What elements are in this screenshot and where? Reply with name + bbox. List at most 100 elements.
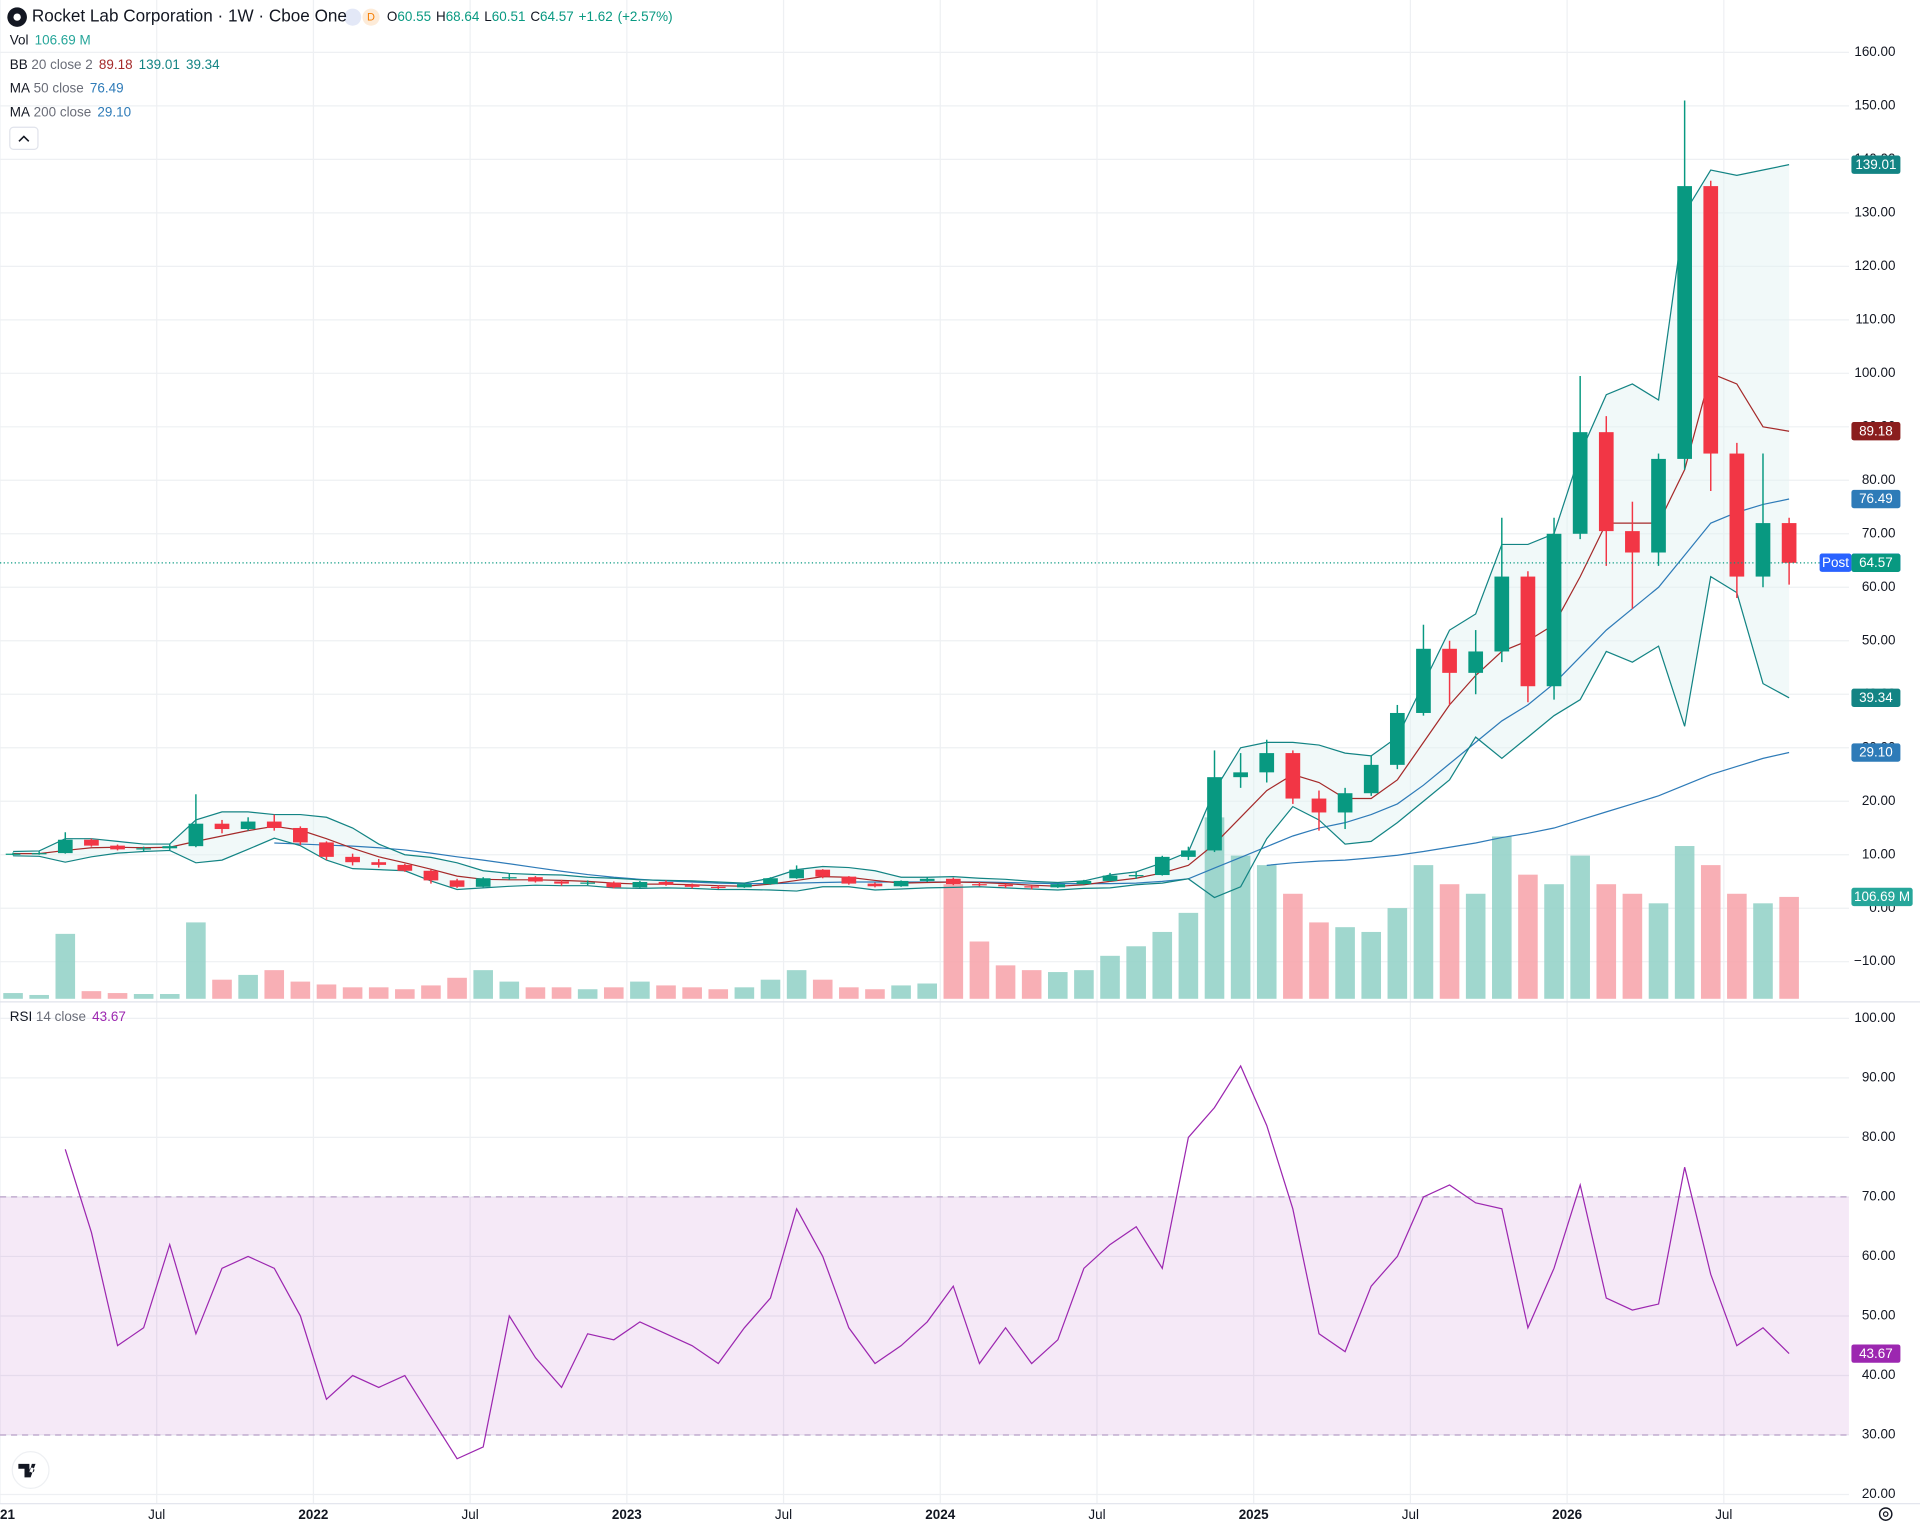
volume-bar — [630, 981, 650, 999]
volume-bar — [395, 989, 415, 999]
candle-body — [1207, 777, 1222, 851]
price-badge-label: 106.69 M — [1854, 889, 1910, 904]
volume-bar — [1413, 865, 1434, 999]
legend-name: RSI — [10, 1009, 32, 1024]
volume-bar — [577, 989, 598, 999]
candle-body — [893, 880, 909, 887]
volume-bar — [133, 994, 154, 999]
volume-bar — [1335, 927, 1355, 999]
indicator-legend: MA 50 close 76.49 — [10, 80, 124, 95]
volume-bar — [865, 989, 885, 999]
price-badge — [1851, 1344, 1901, 1363]
volume-bar — [656, 985, 676, 999]
volume-bar — [760, 979, 781, 999]
candle-body — [1259, 753, 1275, 773]
volume-bar — [1779, 896, 1799, 999]
ohlc-value: 64.57 — [540, 9, 574, 24]
volume-bar — [891, 985, 911, 999]
candle-body — [84, 839, 99, 846]
price-tick-label: 10.00 — [1862, 846, 1896, 861]
ohlc-key: L — [484, 9, 492, 24]
candle-body — [1572, 432, 1588, 534]
candle-body — [1651, 458, 1666, 553]
candle-body — [110, 845, 125, 850]
candle-body — [789, 869, 804, 879]
volume-bar — [3, 993, 23, 999]
time-tick-label: 2021 — [0, 1507, 15, 1522]
price-badge-label: 29.10 — [1859, 745, 1893, 760]
time-tick-label: 2026 — [1552, 1507, 1582, 1522]
time-tick-label: Jul — [148, 1507, 165, 1522]
post-tag-label: Post — [1822, 555, 1849, 570]
candle-body — [345, 856, 360, 863]
candle-body — [1729, 453, 1745, 577]
price-tick-label: 60.00 — [1862, 579, 1896, 594]
candle-body — [1050, 884, 1066, 888]
volume-bar — [969, 941, 990, 999]
candle-body — [1311, 798, 1327, 813]
volume-bar — [1596, 884, 1617, 999]
volume-bar — [525, 987, 546, 999]
time-tick-label: 2025 — [1239, 1507, 1269, 1522]
candle-body — [5, 853, 21, 855]
ma50-line — [274, 498, 1790, 885]
time-tick-label: Jul — [1402, 1507, 1419, 1522]
collapse-button[interactable] — [9, 126, 39, 150]
volume-bar — [786, 970, 807, 999]
legend-value: 76.49 — [90, 80, 124, 95]
time-tick-label: Jul — [1088, 1507, 1105, 1522]
price-tick-label: 50.00 — [1862, 632, 1896, 647]
candle-body — [136, 848, 151, 850]
price-badge-label: 139.01 — [1855, 157, 1896, 172]
volume-bar — [1387, 908, 1408, 999]
legend: D Rocket Lab Corporation · 1W · Cboe One… — [7, 6, 673, 1024]
price-tick-label: 130.00 — [1854, 204, 1895, 219]
candle-body — [1494, 576, 1510, 652]
price-badge-label: 64.57 — [1859, 555, 1893, 570]
price-tick-label: 160.00 — [1854, 44, 1895, 59]
time-tick-label: Jul — [462, 1507, 479, 1522]
legend-name: Vol — [10, 32, 29, 47]
post-tag — [1819, 553, 1852, 572]
bb-lower-line — [13, 575, 1790, 899]
volume-bar — [1439, 884, 1460, 999]
candle-body — [998, 884, 1013, 887]
candle-body — [841, 876, 857, 884]
volume-bar — [107, 993, 128, 999]
rsi-tick-label: 20.00 — [1862, 1486, 1896, 1501]
price-badge — [1851, 155, 1901, 174]
volume-bar — [1100, 955, 1120, 999]
volume-bar — [1622, 893, 1643, 999]
volume-bar — [1753, 903, 1773, 999]
candle-body — [1703, 186, 1719, 454]
price-badge-label: 39.34 — [1859, 690, 1893, 705]
candle-body — [475, 878, 491, 887]
axes: 160.00150.00140.00130.00120.00110.00100.… — [0, 44, 1913, 1522]
volume-bar — [212, 979, 232, 999]
candle-body — [1285, 753, 1301, 799]
rsi-tick-label: 100.00 — [1854, 1010, 1895, 1025]
candle-body — [1416, 648, 1431, 713]
candle-body — [423, 870, 439, 881]
volume-bar — [1152, 931, 1173, 999]
price-pane — [0, 100, 1849, 999]
volume-bar — [734, 987, 755, 999]
legend-value: 29.10 — [97, 104, 131, 119]
change-value: +1.62 — [579, 9, 613, 24]
delay-letter: D — [367, 12, 375, 24]
ohlc-key: O — [387, 9, 397, 24]
legend-params: 14 close — [36, 1009, 86, 1024]
price-badge — [1851, 688, 1901, 707]
volume-bar — [1700, 865, 1721, 999]
rsi-tick-label: 80.00 — [1862, 1129, 1896, 1144]
candle-body — [501, 877, 517, 879]
volume-bar — [708, 989, 729, 999]
candle-body — [1755, 523, 1771, 577]
volume-bar — [264, 970, 285, 999]
symbol-logo-dot — [13, 13, 21, 21]
settings-icon[interactable] — [1878, 1507, 1893, 1521]
volume-bar — [812, 979, 833, 999]
